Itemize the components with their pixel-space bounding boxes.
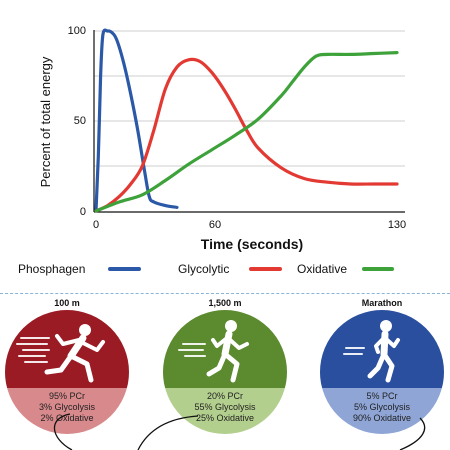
y-tick-label-50: 50 xyxy=(74,115,86,127)
disc-breakdown: 95% PCr 3% Glycolysis 2% Oxidative xyxy=(5,391,129,424)
breakdown-glycolysis: 55% Glycolysis xyxy=(194,402,256,412)
x-axis-title: Time (seconds) xyxy=(201,236,303,252)
event-label: 1,500 m xyxy=(208,298,242,308)
breakdown-pcr: 5% PCr xyxy=(366,391,398,401)
breakdown-glycolysis: 5% Glycolysis xyxy=(353,402,410,412)
legend-label-glycolytic: Glycolytic xyxy=(178,262,229,276)
legend: Phosphagen Glycolytic Oxidative xyxy=(18,262,394,276)
event-1500m: 1,500 m 20% PCr xyxy=(163,296,287,434)
x-tick-label-0: 0 xyxy=(93,219,99,231)
breakdown-oxidative: 2% Oxidative xyxy=(40,413,94,423)
section-divider xyxy=(0,293,450,294)
event-disc: 20% PCr 55% Glycolysis 25% Oxidative xyxy=(163,310,287,434)
series-line-phosphagen xyxy=(94,28,179,213)
y-tick-label-0: 0 xyxy=(80,206,86,218)
y-axis-title: Percent of total energy xyxy=(38,56,53,187)
x-tick-label-130: 130 xyxy=(388,219,406,231)
legend-label-phosphagen: Phosphagen xyxy=(18,262,85,276)
marathon-runner-icon xyxy=(343,320,400,383)
event-label: Marathon xyxy=(361,298,403,308)
event-100m: 100 m xyxy=(5,296,129,434)
y-tick-label-100: 100 xyxy=(68,25,86,37)
disc-breakdown: 5% PCr 5% Glycolysis 90% Oxidative xyxy=(320,391,444,424)
energy-chart: 0 50 100 0 60 130 Time (seconds) Percent… xyxy=(18,25,406,276)
breakdown-glycolysis: 3% Glycolysis xyxy=(38,402,95,412)
middle-distance-runner-icon xyxy=(178,320,249,383)
event-comparison: 100 m xyxy=(0,296,450,450)
legend-label-oxidative: Oxidative xyxy=(297,262,347,276)
breakdown-pcr: 20% PCr xyxy=(206,391,243,401)
breakdown-pcr: 95% PCr xyxy=(48,391,85,401)
disc-breakdown: 20% PCr 55% Glycolysis 25% Oxidative xyxy=(163,391,287,424)
sprinter-icon xyxy=(16,324,105,383)
event-disc: 95% PCr 3% Glycolysis 2% Oxidative xyxy=(5,310,129,434)
energy-chart-svg: 0 50 100 0 60 130 Time (seconds) Percent… xyxy=(18,25,406,276)
series-line-oxidative xyxy=(94,51,399,213)
event-label: 100 m xyxy=(54,298,80,308)
event-marathon: Marathon 5% PCr 5% G xyxy=(320,296,444,434)
breakdown-oxidative: 25% Oxidative xyxy=(195,413,255,423)
series-line-glycolytic xyxy=(94,57,399,213)
x-tick-label-60: 60 xyxy=(209,219,221,231)
event-disc: 5% PCr 5% Glycolysis 90% Oxidative xyxy=(320,310,444,434)
breakdown-oxidative: 90% Oxidative xyxy=(352,413,412,423)
